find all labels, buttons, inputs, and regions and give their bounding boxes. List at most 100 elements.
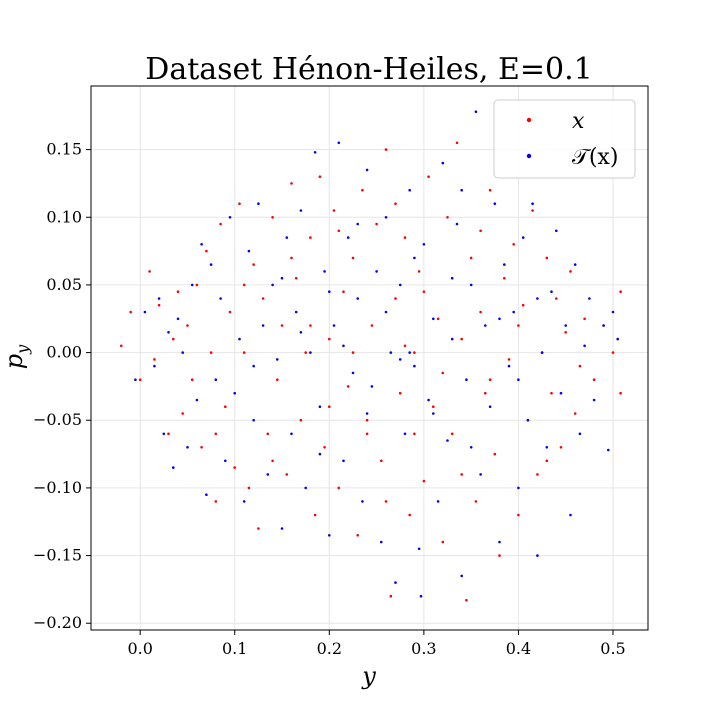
data-point	[328, 337, 331, 341]
y-axis-label-main: p	[0, 354, 28, 369]
data-point	[143, 310, 147, 314]
data-point	[242, 283, 246, 287]
data-point	[153, 364, 156, 368]
data-point	[120, 344, 123, 348]
data-point	[555, 229, 558, 233]
data-point	[460, 473, 464, 476]
data-point	[233, 391, 236, 395]
data-point	[375, 222, 378, 226]
data-point	[413, 256, 416, 260]
data-point	[252, 418, 255, 422]
data-point	[205, 249, 208, 253]
legend-label-tx: 𝒯(x)	[572, 145, 618, 170]
data-point	[488, 405, 492, 409]
data-point	[564, 331, 567, 334]
data-point	[419, 594, 423, 598]
data-point	[361, 500, 364, 503]
data-point	[531, 202, 534, 205]
y-axis-label: py	[0, 344, 32, 369]
legend-marker-tx	[526, 153, 532, 159]
data-point	[446, 439, 449, 442]
data-point	[261, 297, 265, 300]
data-points	[120, 110, 622, 602]
data-point	[318, 175, 322, 178]
x-tick-label: 0.2	[317, 639, 342, 658]
data-point	[521, 236, 525, 239]
data-point	[285, 473, 289, 476]
grid	[91, 86, 648, 630]
data-point	[309, 236, 312, 239]
data-point	[186, 446, 189, 449]
y-tick-label: 0.05	[46, 275, 82, 294]
data-point	[271, 283, 274, 287]
data-point	[356, 297, 360, 300]
data-point	[195, 283, 199, 287]
data-point	[134, 378, 137, 382]
data-point	[313, 151, 317, 154]
data-point	[228, 216, 232, 219]
data-point	[252, 263, 255, 266]
data-point	[380, 459, 383, 463]
data-point	[498, 317, 501, 321]
data-point	[271, 216, 274, 219]
x-tick-label: 0.3	[411, 639, 436, 658]
y-tick-label: 0.00	[46, 343, 82, 362]
data-point	[190, 283, 194, 287]
data-point	[365, 432, 369, 436]
data-point	[493, 202, 497, 205]
data-point	[498, 540, 501, 544]
data-point	[583, 344, 586, 348]
data-point	[503, 263, 506, 266]
data-point	[507, 358, 511, 361]
data-point	[280, 527, 284, 530]
data-point	[190, 378, 194, 382]
data-point	[394, 202, 397, 205]
data-point	[517, 378, 520, 382]
data-point	[162, 432, 166, 436]
data-point	[573, 412, 577, 415]
data-point	[294, 276, 298, 280]
data-point	[469, 283, 473, 287]
data-point	[479, 229, 482, 233]
data-point	[465, 598, 468, 602]
data-point	[200, 446, 203, 449]
data-point	[313, 513, 317, 517]
series-1	[134, 110, 619, 598]
data-point	[337, 229, 341, 233]
data-point	[337, 141, 341, 145]
data-point	[432, 412, 435, 415]
data-point	[304, 351, 308, 354]
data-point	[233, 466, 236, 469]
data-point	[450, 432, 454, 436]
x-tick-label: 0.5	[600, 639, 625, 658]
data-point	[214, 378, 218, 382]
data-point	[455, 141, 459, 145]
data-point	[427, 398, 430, 402]
data-point	[403, 344, 407, 348]
data-point	[422, 243, 426, 246]
data-point	[536, 554, 539, 557]
data-point	[488, 378, 492, 382]
data-point	[408, 513, 412, 517]
data-point	[503, 276, 506, 280]
data-point	[484, 391, 487, 395]
data-point	[403, 236, 407, 239]
data-point	[318, 405, 322, 409]
data-point	[351, 256, 355, 260]
data-point	[299, 209, 303, 212]
data-point	[578, 432, 582, 436]
data-point	[531, 209, 534, 212]
data-point	[384, 500, 388, 503]
legend-marker-x	[526, 117, 532, 123]
data-point	[224, 459, 227, 463]
data-point	[417, 547, 421, 551]
data-point	[346, 385, 350, 388]
data-point	[469, 446, 473, 449]
data-point	[129, 310, 132, 314]
data-point	[290, 182, 293, 185]
data-point	[578, 364, 582, 368]
data-point	[427, 175, 430, 178]
data-point	[209, 263, 213, 266]
data-point	[389, 594, 393, 598]
